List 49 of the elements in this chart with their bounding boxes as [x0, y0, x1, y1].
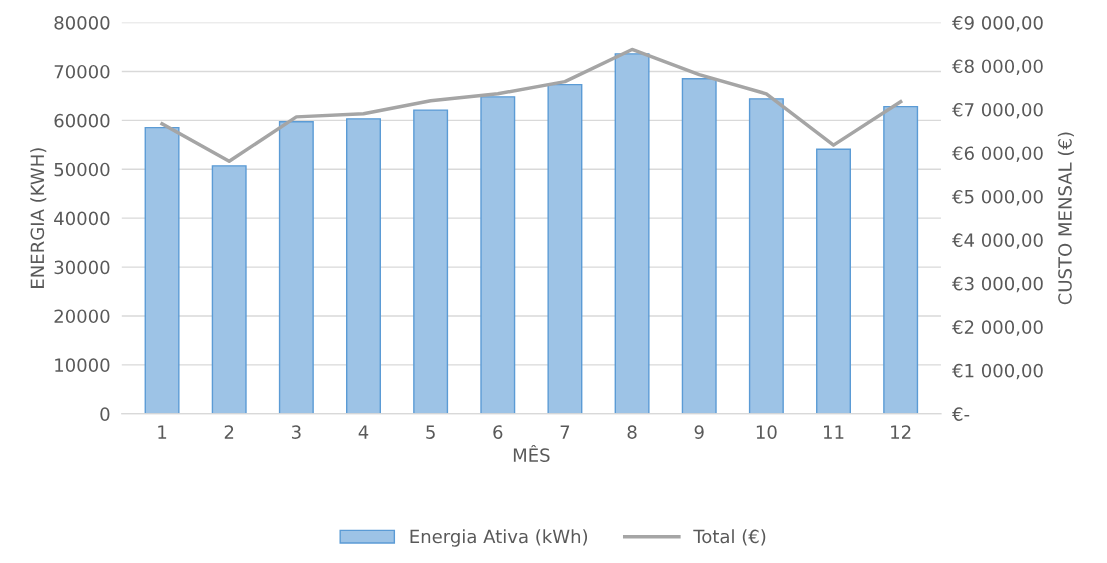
- y-axis-title: ENERGIA (KWH): [30, 148, 47, 288]
- line-series: [160, 47, 903, 163]
- y2-tick-label: €8 000,00: [952, 59, 1043, 75]
- y2-axis-title: CUSTO MENSAL (€): [1057, 132, 1074, 305]
- bar: [547, 83, 583, 414]
- bar: [413, 109, 449, 414]
- x-tick-label: 1: [158, 425, 167, 439]
- bar: [883, 105, 919, 414]
- x-tick-label: 6: [493, 425, 503, 439]
- x-tick-label: 4: [358, 425, 369, 439]
- x-tick-label: 10: [756, 425, 777, 439]
- legend-label: Energia Ativa (kWh): [410, 529, 588, 547]
- x-axis-title: MÊS: [513, 444, 550, 462]
- bar: [816, 148, 851, 414]
- y-tick-label: 0: [100, 407, 110, 421]
- x-tick-label: 12: [891, 425, 911, 439]
- y2-tick-label: €4 000,00: [952, 233, 1043, 249]
- bar: [278, 121, 314, 414]
- y2-tick-label: €5 000,00: [952, 189, 1043, 206]
- x-tick-label: 7: [560, 425, 570, 439]
- x-tick-label: 9: [694, 425, 704, 439]
- bar: [211, 165, 247, 414]
- y-tick-label: 60000: [54, 113, 110, 128]
- x-tick-label: 2: [224, 425, 234, 439]
- y2-tick-label: €-: [952, 407, 970, 421]
- y-tick-label: 50000: [54, 162, 110, 177]
- y-tick-label: 20000: [54, 309, 110, 324]
- bar: [346, 118, 381, 414]
- y2-tick-label: €9 000,00: [952, 15, 1043, 32]
- bar: [748, 98, 784, 414]
- bar: [681, 78, 717, 414]
- legend-label: Total (€): [693, 529, 766, 546]
- y-tick-label: 10000: [55, 358, 110, 373]
- x-tick-label: 5: [426, 425, 435, 439]
- y-tick-label: 40000: [54, 211, 110, 226]
- x-tick-label: 3: [291, 425, 301, 439]
- y2-tick-label: €1 000,00: [952, 363, 1043, 380]
- x-tick-label: 8: [627, 425, 637, 439]
- y-tick-label: 30000: [54, 260, 110, 275]
- bar: [144, 126, 180, 414]
- y-tick-label: 70000: [54, 64, 110, 79]
- y2-tick-label: €3 000,00: [952, 276, 1043, 293]
- y2-tick-label: €7 000,00: [952, 102, 1043, 119]
- y2-tick-label: €6 000,00: [952, 146, 1043, 162]
- y2-tick-label: €2 000,00: [952, 320, 1043, 336]
- x-tick-label: 11: [824, 425, 844, 439]
- bar: [614, 53, 650, 414]
- bar: [480, 96, 516, 414]
- y-tick-label: 80000: [54, 15, 110, 30]
